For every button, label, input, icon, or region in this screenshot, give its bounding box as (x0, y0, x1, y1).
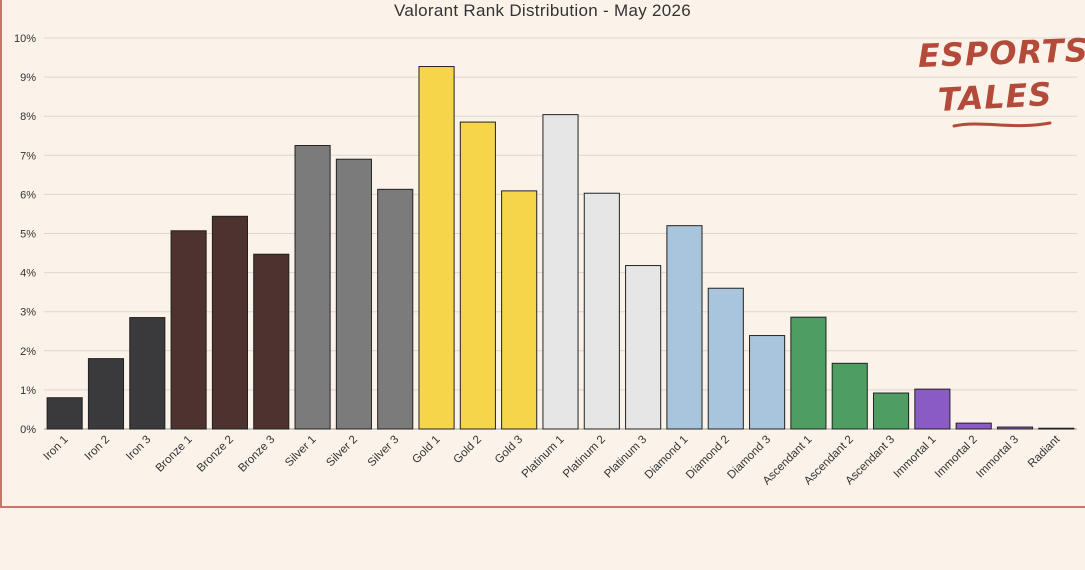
x-tick-label: Bronze 1 (154, 434, 195, 475)
y-tick-label: 4% (20, 268, 36, 280)
x-tick-label: Platinum 1 (520, 434, 567, 481)
bar-immortal-2 (955, 422, 992, 430)
bar-platinum-3 (625, 265, 662, 430)
bar-platinum-1 (542, 114, 579, 430)
esports-tales-logo: ESPORTS TALES (912, 31, 1085, 134)
x-tick-label: Bronze 3 (236, 434, 277, 475)
bar-immortal-1 (914, 388, 951, 430)
y-tick-label: 0% (20, 424, 36, 436)
bar-iron-2 (87, 358, 125, 430)
bar-silver-2 (335, 158, 372, 430)
bar-diamond-2 (707, 287, 744, 430)
bar-silver-3 (377, 188, 414, 430)
y-axis-ticks: 0% 1% 2% 3% 4% 5% 6% 7% 8% 9% 10% (14, 33, 36, 436)
bar-platinum-2 (583, 192, 620, 430)
x-tick-label: Immortal 3 (974, 434, 1021, 481)
bars (46, 66, 1075, 430)
bar-diamond-3 (749, 335, 786, 430)
x-tick-label: Diamond 2 (684, 434, 732, 482)
x-tick-label: Platinum 2 (561, 434, 608, 481)
bar-chart: 0%1%2%3%4%5%6%7%8%9%10% Iron 1 Iron 2 Iron… (14, 33, 1077, 487)
bar-ascendant-2 (831, 362, 868, 430)
y-tick-label: 9% (20, 72, 36, 84)
x-tick-label: Bronze 2 (195, 434, 236, 475)
chart-frame: Valorant Rank Distribution - May 2026 0%… (0, 0, 1085, 508)
x-tick-label: Radiant (1026, 433, 1063, 470)
y-tick-label: 7% (20, 150, 36, 162)
x-tick-label: Diamond 1 (643, 434, 691, 482)
x-tick-label: Iron 2 (83, 434, 112, 463)
x-tick-label: Iron 3 (124, 434, 153, 463)
x-tick-label: Gold 2 (452, 434, 484, 466)
bar-bronze-1 (170, 230, 207, 430)
x-tick-label: Silver 3 (366, 434, 402, 470)
chart-title: Valorant Rank Distribution - May 2026 (393, 1, 692, 20)
y-tick-label: 6% (20, 189, 36, 201)
x-tick-label: Immortal 2 (933, 434, 980, 481)
y-tick-label: 10% (14, 33, 36, 45)
y-tick-label: 3% (20, 307, 36, 319)
bar-immortal-3 (996, 426, 1034, 430)
x-tick-label: Immortal 1 (892, 434, 939, 481)
x-tick-label: Silver 2 (324, 434, 360, 470)
bar-gold-1 (418, 66, 455, 430)
bar-silver-1 (294, 145, 331, 430)
x-tick-label: Silver 1 (283, 434, 319, 470)
bar-ascendant-3 (872, 392, 910, 430)
bar-radiant (1038, 427, 1075, 430)
x-tick-label: Gold 1 (410, 434, 442, 466)
bar-bronze-2 (211, 215, 249, 430)
page-footer-space (0, 510, 1085, 570)
y-tick-label: 5% (20, 229, 36, 241)
x-axis-labels: Iron 1 Iron 2 Iron 3 Bronze 1 Bronze 2 Bronze… (41, 433, 1063, 487)
y-tick-label: 1% (20, 385, 36, 397)
x-tick-label: Iron 1 (41, 434, 70, 463)
bar-iron-3 (129, 317, 166, 430)
bar-bronze-3 (253, 253, 290, 430)
bar-ascendant-1 (790, 316, 827, 430)
bar-gold-3 (501, 190, 538, 430)
y-tick-label: 8% (20, 111, 36, 123)
bar-iron-1 (46, 397, 83, 430)
bar-diamond-1 (666, 225, 703, 430)
logo-line-2: TALES (937, 75, 1054, 119)
logo-swoosh-icon (952, 121, 1052, 128)
logo-line-1: ESPORTS (917, 31, 1085, 75)
x-tick-label: Gold 3 (493, 434, 525, 466)
bar-gold-2 (459, 121, 496, 430)
y-tick-label: 2% (20, 346, 36, 358)
